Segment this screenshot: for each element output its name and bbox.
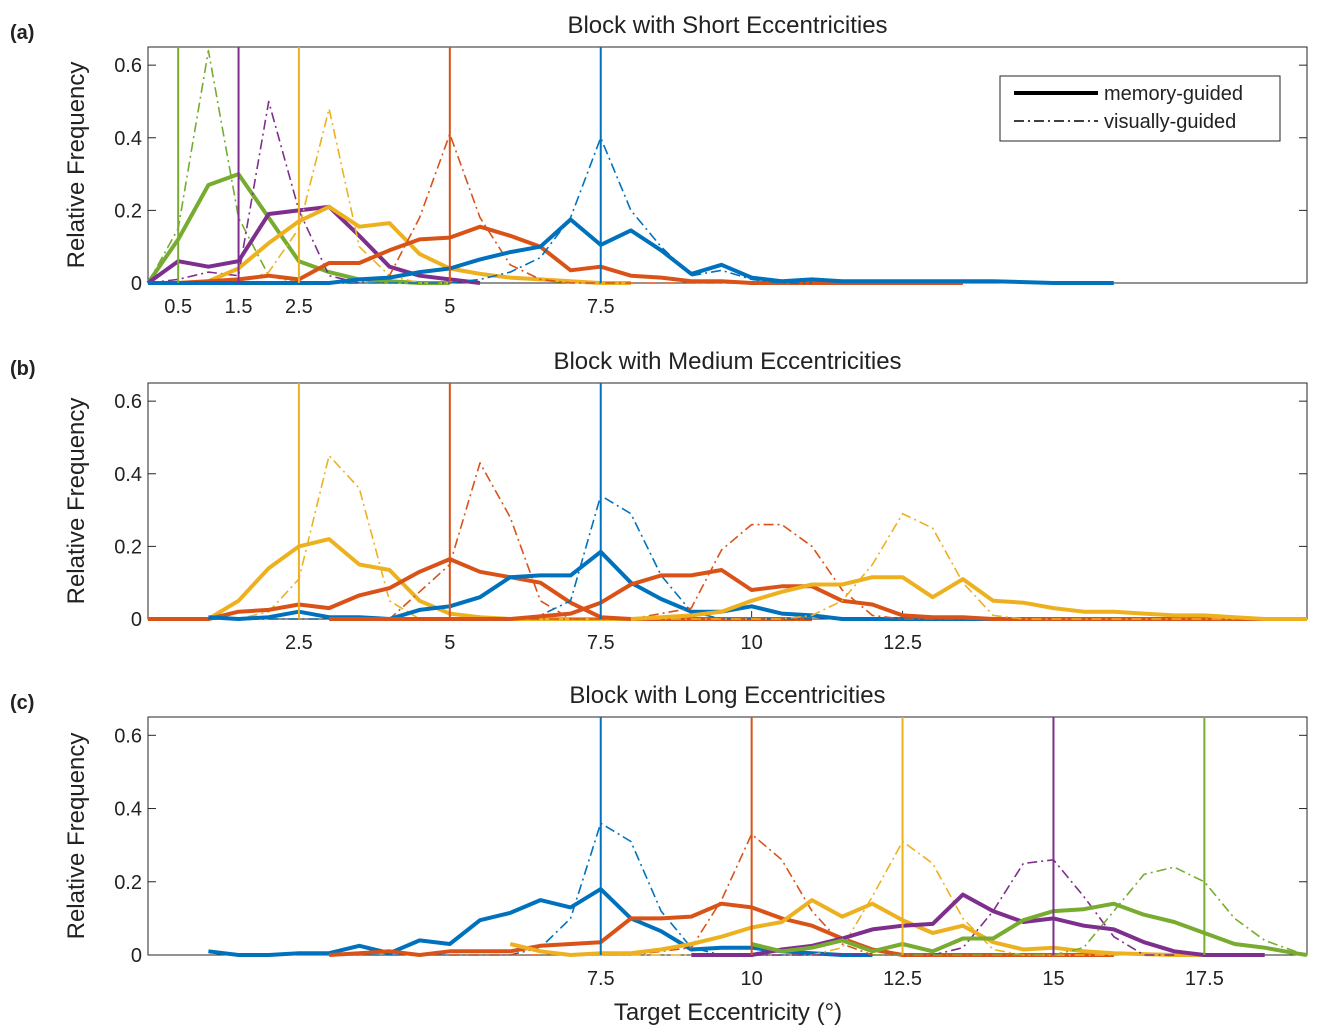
y-tick-label: 0.4 bbox=[114, 799, 142, 821]
y-tick-label: 0.6 bbox=[114, 55, 142, 77]
x-tick-label: 1.5 bbox=[225, 296, 253, 318]
panel-2: 0 0.2 0.4 0.6 2.5 5 7.5 10 12.5 Block with Medium… bbox=[10, 348, 1308, 654]
x-tick-label: 10 bbox=[741, 632, 763, 654]
x-tick-label: 5 bbox=[444, 296, 455, 318]
series-yellow-dashed-line bbox=[570, 840, 1114, 956]
series-blue-solid-line bbox=[148, 217, 1114, 285]
series-yellow-dashed-line bbox=[630, 512, 1235, 620]
panel-1: 0 0.2 0.4 0.6 0.5 1.5 2.5 5 7.5 Block with Short … bbox=[10, 12, 1308, 318]
y-axis-label: Relative Frequency bbox=[63, 62, 90, 269]
series-green-solid-line bbox=[751, 901, 1308, 957]
x-tick-label: 10 bbox=[741, 968, 763, 990]
y-tick-label: 0.4 bbox=[114, 128, 142, 150]
y-tick-label: 0.4 bbox=[114, 464, 142, 486]
panel-label: (a) bbox=[10, 22, 34, 44]
x-tick-label: 12.5 bbox=[883, 632, 922, 654]
y-tick-label: 0.2 bbox=[114, 872, 142, 894]
y-tick-label: 0.6 bbox=[114, 725, 142, 747]
panel-title: Block with Long Eccentricities bbox=[569, 682, 885, 709]
x-tick-label: 5 bbox=[444, 632, 455, 654]
series-blue-solid-line bbox=[208, 887, 873, 957]
x-tick-label: 7.5 bbox=[587, 296, 615, 318]
x-tick-label: 0.5 bbox=[164, 296, 192, 318]
series-yellow-solid-line bbox=[509, 898, 1235, 957]
y-tick-label: 0.2 bbox=[114, 536, 142, 558]
y-tick-label: 0.6 bbox=[114, 391, 142, 413]
x-tick-label: 2.5 bbox=[285, 296, 313, 318]
y-axis-label: Relative Frequency bbox=[63, 733, 90, 940]
y-tick-label: 0 bbox=[131, 609, 142, 631]
y-axis-label: Relative Frequency bbox=[63, 398, 90, 605]
series-yellow-solid-line bbox=[630, 575, 1307, 621]
x-tick-label: 7.5 bbox=[587, 632, 615, 654]
x-tick-label: 12.5 bbox=[883, 968, 922, 990]
legend-dashed-label: visually-guided bbox=[1104, 111, 1236, 133]
x-tick-label: 2.5 bbox=[285, 632, 313, 654]
series-purple-solid-line bbox=[146, 204, 481, 285]
legend-solid-label: memory-guided bbox=[1104, 83, 1243, 105]
legend: memory-guided visually-guided bbox=[999, 75, 1281, 142]
x-tick-label: 15 bbox=[1042, 968, 1064, 990]
plot-area bbox=[147, 716, 1308, 956]
panel-3: 0 0.2 0.4 0.6 7.5 10 12.5 15 17.5 Block with Long… bbox=[10, 682, 1308, 1026]
x-tick-label: 17.5 bbox=[1185, 968, 1224, 990]
y-tick-label: 0.2 bbox=[114, 200, 142, 222]
plot-area bbox=[147, 382, 1308, 620]
series-blue-dashed-line bbox=[148, 137, 812, 284]
panel-title: Block with Short Eccentricities bbox=[567, 12, 887, 39]
y-tick-label: 0 bbox=[131, 273, 142, 295]
panel-label: (c) bbox=[10, 692, 34, 714]
panel-label: (b) bbox=[10, 358, 36, 380]
legend-box bbox=[999, 75, 1281, 142]
series-purple-dashed-line bbox=[751, 858, 1175, 956]
x-axis-label: Target Eccentricity (°) bbox=[614, 999, 842, 1026]
y-tick-label: 0 bbox=[131, 945, 142, 967]
panel-title: Block with Medium Eccentricities bbox=[553, 348, 901, 375]
x-tick-label: 7.5 bbox=[587, 968, 615, 990]
series-green-dashed-line bbox=[872, 866, 1308, 956]
series-yellow-solid-line bbox=[148, 537, 692, 621]
